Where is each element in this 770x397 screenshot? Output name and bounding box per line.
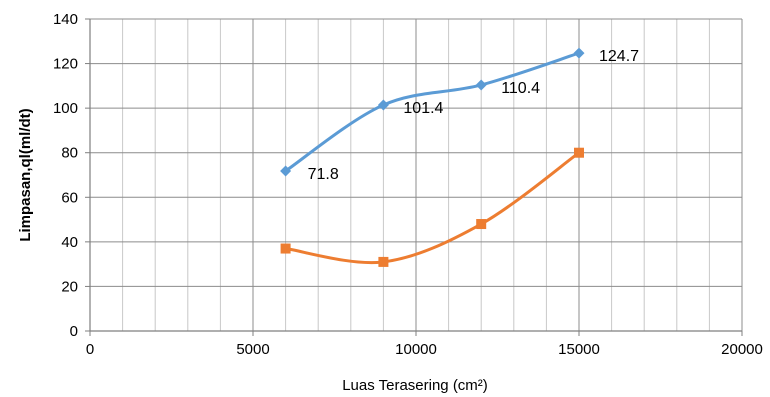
series-1-line xyxy=(284,51,580,173)
y-tick-label: 120 xyxy=(53,56,78,73)
y-tick-label: 0 xyxy=(70,323,78,340)
y-tick-label: 20 xyxy=(61,278,78,295)
data-labels: 71.8 101.4 110.4 124.7 xyxy=(308,48,640,183)
x-tick-label: 0 xyxy=(86,341,94,358)
series-2-point xyxy=(280,243,291,254)
series-2-point xyxy=(476,219,487,230)
x-tick-label: 5000 xyxy=(236,341,269,358)
grid xyxy=(89,18,743,332)
y-tick-label: 60 xyxy=(61,189,78,206)
axes xyxy=(85,18,743,336)
series-1-point xyxy=(377,99,389,111)
y-tick-label: 40 xyxy=(61,234,78,251)
x-axis-label: Luas Terasering (cm²) xyxy=(342,377,488,394)
data-label: 71.8 xyxy=(308,166,339,183)
y-tick-label: 80 xyxy=(61,145,78,162)
data-label: 124.7 xyxy=(599,48,639,65)
series-1-point xyxy=(475,79,487,91)
x-tick-label: 15000 xyxy=(558,341,600,358)
series-2-line xyxy=(285,151,580,265)
y-axis-label: Limpasan,ql(ml/dt) xyxy=(17,108,34,241)
tick-labels: 0 5000 10000 15000 20000 0 20 40 60 80 100 120 140 xyxy=(53,11,763,358)
x-tick-label: 20000 xyxy=(721,341,763,358)
series-1-point xyxy=(573,47,585,59)
series-1-point xyxy=(280,165,292,177)
data-label: 101.4 xyxy=(403,100,443,117)
x-tick-label: 10000 xyxy=(395,341,437,358)
series-group xyxy=(280,47,585,267)
series-2-point xyxy=(378,256,389,267)
data-label: 110.4 xyxy=(501,80,540,97)
y-tick-label: 140 xyxy=(53,11,78,28)
series-2-point xyxy=(574,147,584,158)
y-tick-label: 100 xyxy=(53,100,78,117)
